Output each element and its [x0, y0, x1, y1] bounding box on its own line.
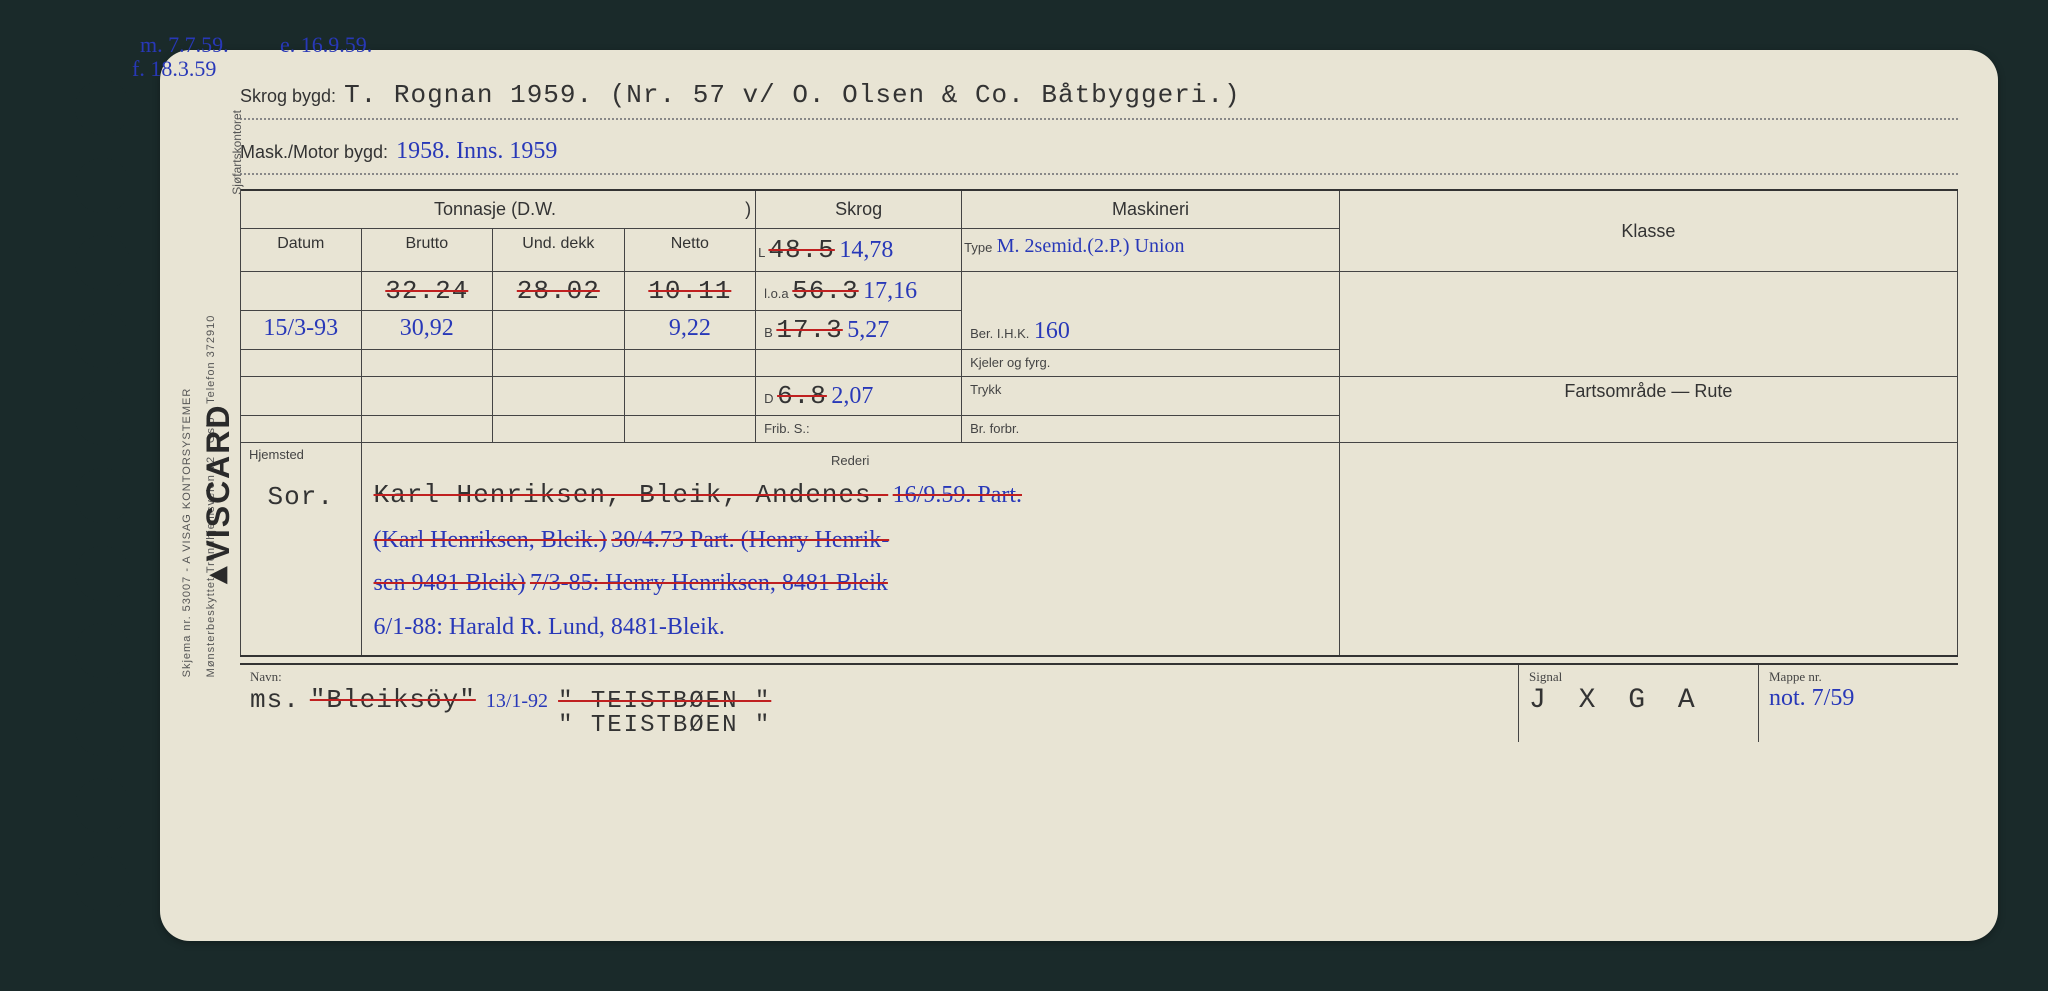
klasse-header: Klasse: [1339, 190, 1957, 272]
tonnasje-header: Tonnasje (D.W.: [434, 199, 556, 219]
skrog-header: Skrog: [756, 190, 962, 229]
datum-header: Datum: [241, 229, 362, 272]
annotation-e-date: e. 16.9.59.: [280, 32, 372, 58]
punch-holes: [75, 80, 135, 911]
motor-bygd-row: Mask./Motor bygd: 1958. Inns. 1959: [240, 138, 1958, 175]
main-data-table: Tonnasje (D.W. ) Skrog Maskineri Klasse …: [240, 189, 1958, 657]
rederi-line-0: Karl Henriksen, Bleik, Andenes.: [374, 480, 889, 510]
mappe-value: not. 7/59: [1769, 685, 1948, 712]
skrog-bygd-label: Skrog bygd:: [240, 86, 336, 107]
brutto-1: 30,92: [400, 315, 454, 341]
skrog-bygd-value: T. Rognan 1959. (Nr. 57 v/ O. Olsen & Co…: [344, 80, 1241, 110]
brutto-header: Brutto: [361, 229, 493, 272]
maskineri-type: M. 2semid.(2.P.) Union: [997, 235, 1185, 257]
netto-header: Netto: [624, 229, 756, 272]
hjemsted-label: Hjemsted: [249, 447, 353, 462]
ber-ihk-value: 160: [1034, 318, 1070, 344]
length-new: 14,78: [839, 237, 893, 263]
signal-value: J X G A: [1529, 685, 1748, 716]
index-card: Skjema nr. 53007 - A VISAG KONTORSYSTEME…: [160, 50, 1998, 941]
rederi-line-3: 30/4.73 Part. (Henry Henrik-: [611, 527, 889, 553]
mappe-label: Mappe nr.: [1769, 669, 1948, 685]
navn-old: "Bleiksöy": [310, 685, 476, 715]
rederi-label: Rederi: [374, 449, 1327, 472]
loa-new: 17,16: [863, 278, 917, 304]
brutto-0: 32.24: [385, 276, 468, 306]
length-old: 48.5: [768, 235, 834, 265]
bottom-row: Navn: ms. "Bleiksöy" 13/1-92 " TEISTBØEN…: [240, 663, 1958, 742]
loa-old: 56.3: [792, 276, 858, 306]
card-wrapper: Skjema nr. 53007 - A VISAG KONTORSYSTEME…: [20, 20, 2028, 971]
hjemsted-value: Sor.: [249, 482, 353, 512]
navn-label: Navn:: [250, 669, 1508, 685]
depth-old: 6.8: [777, 381, 827, 411]
navn-cell: Navn: ms. "Bleiksöy" 13/1-92 " TEISTBØEN…: [240, 665, 1518, 742]
unddekk-0: 28.02: [517, 276, 600, 306]
rederi-line-2: (Karl Henriksen, Bleik.): [374, 527, 607, 553]
mappe-cell: Mappe nr. not. 7/59: [1758, 665, 1958, 742]
fartsomrade-label: Fartsområde — Rute: [1564, 381, 1732, 401]
navn-prefix: ms.: [250, 685, 300, 715]
rederi-line-1: 16/9.59. Part.: [893, 482, 1022, 508]
netto-0: 10.11: [648, 276, 731, 306]
navn-new-2: " TEISTBØEN ": [558, 714, 771, 738]
motor-bygd-value: 1958. Inns. 1959: [396, 138, 557, 165]
rederi-line-5: 7/3-85: Henry Henriksen, 8481 Bleik: [530, 570, 888, 596]
signal-label: Signal: [1529, 669, 1748, 685]
navn-new-1: " TEISTBØEN ": [558, 690, 771, 714]
unddekk-header: Und. dekk: [493, 229, 625, 272]
rederi-line-4: sen 9481 Bleik): [374, 570, 526, 596]
viscard-brand: ▶VISCARD: [200, 403, 237, 588]
datum-0: [241, 272, 362, 311]
motor-bygd-label: Mask./Motor bygd:: [240, 142, 388, 163]
annotation-m-date: m. 7.7.59.: [140, 32, 229, 58]
navn-change-date: 13/1-92: [486, 690, 548, 713]
rederi-line-6: 6/1-88: Harald R. Lund, 8481-Bleik.: [374, 614, 725, 640]
depth-new: 2,07: [831, 383, 873, 409]
maskineri-header: Maskineri: [962, 190, 1340, 229]
datum-1: 15/3-93: [263, 315, 338, 341]
annotation-f-date: f. 18.3.59: [132, 56, 216, 82]
breadth-new: 5,27: [847, 317, 889, 343]
netto-1: 9,22: [669, 315, 711, 341]
sjofartskontoret-label: Sjøfartskontoret: [230, 110, 244, 195]
signal-cell: Signal J X G A: [1518, 665, 1758, 742]
skrog-bygd-row: Skrog bygd: T. Rognan 1959. (Nr. 57 v/ O…: [240, 80, 1958, 120]
breadth-old: 17.3: [776, 315, 842, 345]
